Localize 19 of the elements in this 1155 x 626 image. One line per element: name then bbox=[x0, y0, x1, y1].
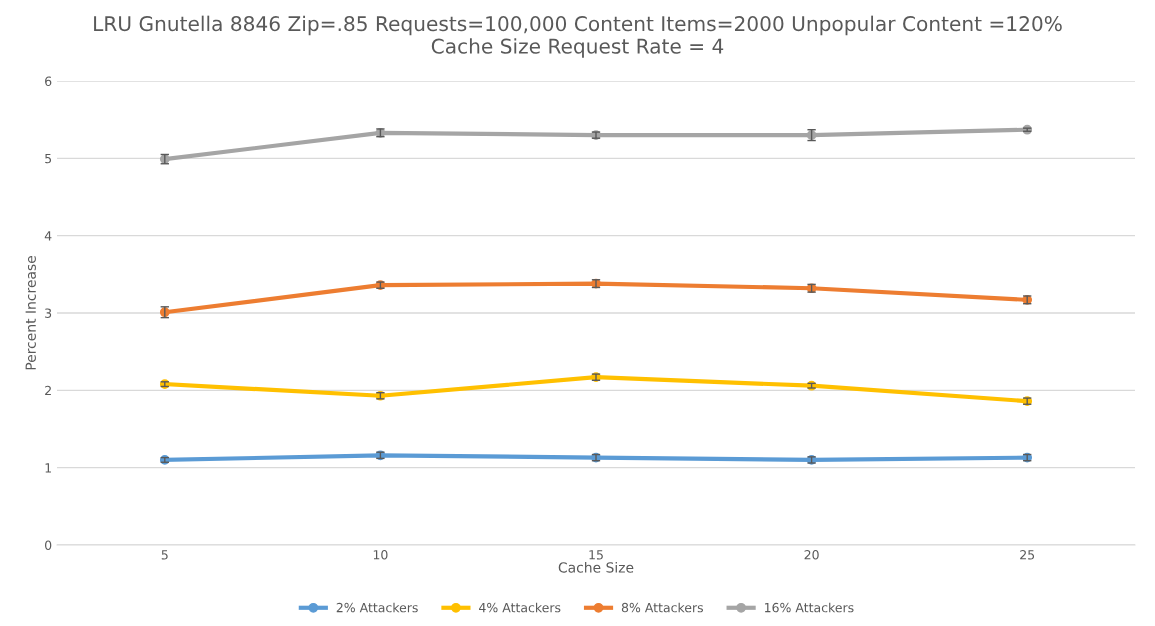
legend-label: 16% Attackers bbox=[764, 602, 854, 613]
y-tick-label: 0 bbox=[45, 540, 52, 550]
x-tick-label: 5 bbox=[161, 550, 168, 560]
legend-label: 2% Attackers bbox=[336, 602, 418, 613]
x-axis-title: Cache Size bbox=[558, 561, 634, 573]
chart-title: LRU Gnutella 8846 Zip=.85 Requests=100,000 Content Items=2000 Unpopular Content =120% Cache Size Request Rate = 4 bbox=[94, 15, 1062, 58]
y-tick-label: 2 bbox=[45, 385, 51, 396]
y-tick-label: 1 bbox=[45, 463, 51, 473]
x-tick-label: 15 bbox=[589, 550, 603, 560]
y-tick-label: 3 bbox=[45, 308, 52, 318]
x-tick-label: 25 bbox=[1020, 550, 1035, 560]
x-tick-label: 20 bbox=[804, 550, 819, 560]
x-tick-label: 10 bbox=[373, 550, 388, 560]
legend-label: 8% Attackers bbox=[621, 602, 704, 613]
y-tick-label: 4 bbox=[44, 231, 52, 241]
y-axis-title: Percent Increase bbox=[25, 256, 36, 370]
legend-label: 4% Attackers bbox=[479, 602, 561, 613]
y-tick-label: 6 bbox=[45, 76, 52, 86]
y-tick-label: 5 bbox=[45, 153, 52, 164]
